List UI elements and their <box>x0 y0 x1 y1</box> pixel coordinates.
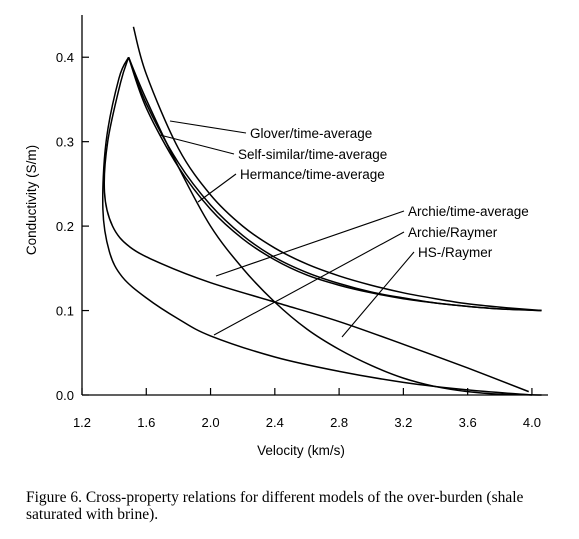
y-tick-label: 0.4 <box>56 50 74 65</box>
annotation-glover-label: Glover/time-average <box>250 126 372 141</box>
y-tick-label: 0.2 <box>56 219 74 234</box>
y-tick-label: 0.3 <box>56 135 74 150</box>
annotation-self-similar-label: Self-similar/time-average <box>238 147 387 162</box>
annotation-archie-raymer-label: Archie/Raymer <box>408 225 498 240</box>
annotation-archie-raymer-leader <box>213 231 405 336</box>
axes-frame <box>81 15 548 396</box>
series-archie-time-average <box>127 56 542 396</box>
x-tick-label: 1.6 <box>137 415 155 430</box>
chart: 1.2 1.6 2.0 2.4 2.8 3.2 3.6 4.0 0.0 0.1 0.2 0.3 0.4 V… <box>24 15 548 458</box>
series-hs-raymer <box>103 56 529 393</box>
x-axis-title: Velocity (km/s) <box>257 443 345 458</box>
y-tick-label: 0.1 <box>56 304 74 319</box>
annotation-leaders <box>159 120 415 338</box>
series-glover-time-average <box>132 26 542 312</box>
annotation-hermance-label: Hermance/time-average <box>240 167 385 182</box>
chart-labels: 1.2 1.6 2.0 2.4 2.8 3.2 3.6 4.0 0.0 0.1 0.2 0.3 0.4 V… <box>24 50 541 458</box>
annotation-hs-raymer-label: HS-/Raymer <box>418 245 493 260</box>
annotation-archie-time-average-label: Archie/time-average <box>408 204 529 219</box>
series-hermance-time-average <box>127 56 542 312</box>
series-curves <box>102 26 542 396</box>
y-tick-label: 0.0 <box>56 388 74 403</box>
series-archie-raymer <box>102 56 532 396</box>
annotation-glover-leader <box>169 120 247 134</box>
annotation-archie-time-average-leader <box>215 210 405 277</box>
annotation-hs-raymer-leader <box>341 251 415 338</box>
figure-caption: Figure 6. Cross-property relations for d… <box>26 489 524 523</box>
x-tick-label: 4.0 <box>523 415 541 430</box>
x-tick-label: 2.0 <box>202 415 220 430</box>
x-tick-label: 2.8 <box>330 415 348 430</box>
x-tick-label: 3.2 <box>394 415 412 430</box>
y-axis-title: Conductivity (S/m) <box>24 145 39 255</box>
x-tick-label: 1.2 <box>73 415 91 430</box>
x-tick-label: 2.4 <box>266 415 284 430</box>
annotation-hermance-leader <box>197 173 237 203</box>
x-tick-label: 3.6 <box>459 415 477 430</box>
annotation-self-similar-leader <box>159 134 235 155</box>
